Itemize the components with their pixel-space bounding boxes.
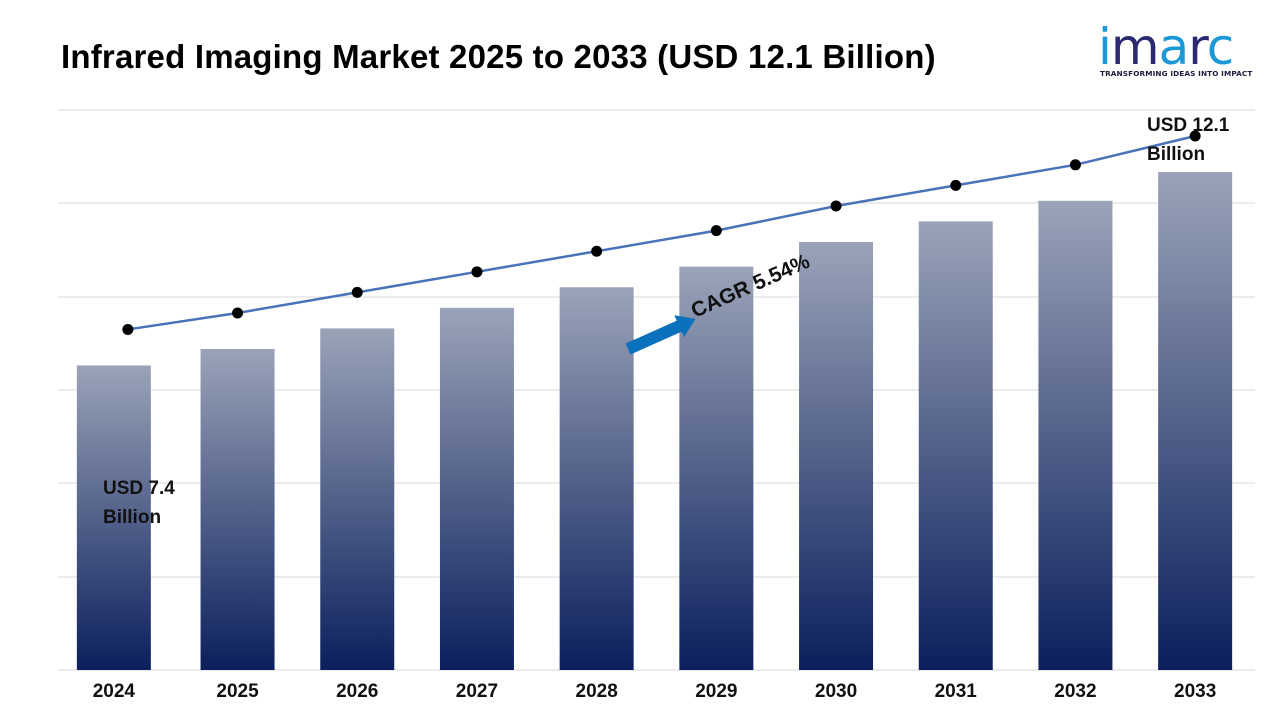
x-tick-label: 2027: [456, 681, 498, 702]
bar-2030: [799, 241, 874, 670]
marker-2026: [351, 286, 363, 298]
x-axis-labels: 2024 2025 2026 2027 2028 2029 2030 2031 2032 2033: [93, 681, 1217, 702]
cagr-arrow: [625, 315, 696, 355]
x-tick-label: 2030: [815, 681, 857, 702]
marker-2032: [1069, 159, 1081, 171]
cagr-arrow-shaft: [625, 319, 684, 355]
x-tick-label: 2029: [695, 681, 737, 702]
logo-wordmark: imarc: [1098, 18, 1234, 76]
bar-2032: [1038, 200, 1113, 670]
x-tick-label: 2025: [216, 681, 259, 702]
x-tick-label: 2031: [935, 681, 978, 702]
x-tick-label: 2033: [1174, 681, 1216, 702]
end-value-line1: USD 12.1: [1147, 115, 1230, 136]
bars: [76, 172, 1233, 670]
marker-2027: [471, 266, 483, 278]
chart-title: Infrared Imaging Market 2025 to 2033 (US…: [61, 38, 936, 75]
bar-2029: [679, 266, 754, 670]
bar-2026: [320, 328, 395, 670]
marker-2024: [122, 323, 134, 335]
bar-2027: [439, 307, 514, 670]
marker-2030: [830, 200, 842, 212]
end-value-annotation: USD 12.1 Billion: [1147, 111, 1229, 169]
marker-2033: [1189, 130, 1201, 142]
x-tick-label: 2032: [1054, 681, 1096, 702]
bar-2025: [200, 348, 275, 670]
bar-2031: [918, 221, 993, 670]
start-value-annotation: USD 7.4 Billion: [103, 474, 175, 532]
x-tick-label: 2028: [576, 681, 618, 702]
bar-2033: [1158, 172, 1233, 670]
bar-2028: [559, 287, 634, 670]
start-value-line1: USD 7.4: [103, 478, 175, 499]
marker-2028: [591, 245, 603, 257]
trend-markers: [122, 130, 1201, 335]
imarc-logo: imarc TRANSFORMING IDEAS INTO IMPACT: [1098, 14, 1254, 84]
end-value-line2: Billion: [1147, 144, 1206, 165]
start-value-line2: Billion: [103, 507, 162, 528]
marker-2025: [232, 307, 244, 319]
marker-2031: [950, 179, 962, 191]
trend-line: [127, 134, 1196, 331]
x-tick-label: 2024: [93, 681, 136, 702]
x-tick-label: 2026: [336, 681, 378, 702]
logo-tagline: TRANSFORMING IDEAS INTO IMPACT: [1100, 69, 1253, 78]
marker-2029: [710, 225, 722, 237]
bar-2024: [76, 365, 151, 670]
cagr-arrow-head: [674, 315, 696, 338]
